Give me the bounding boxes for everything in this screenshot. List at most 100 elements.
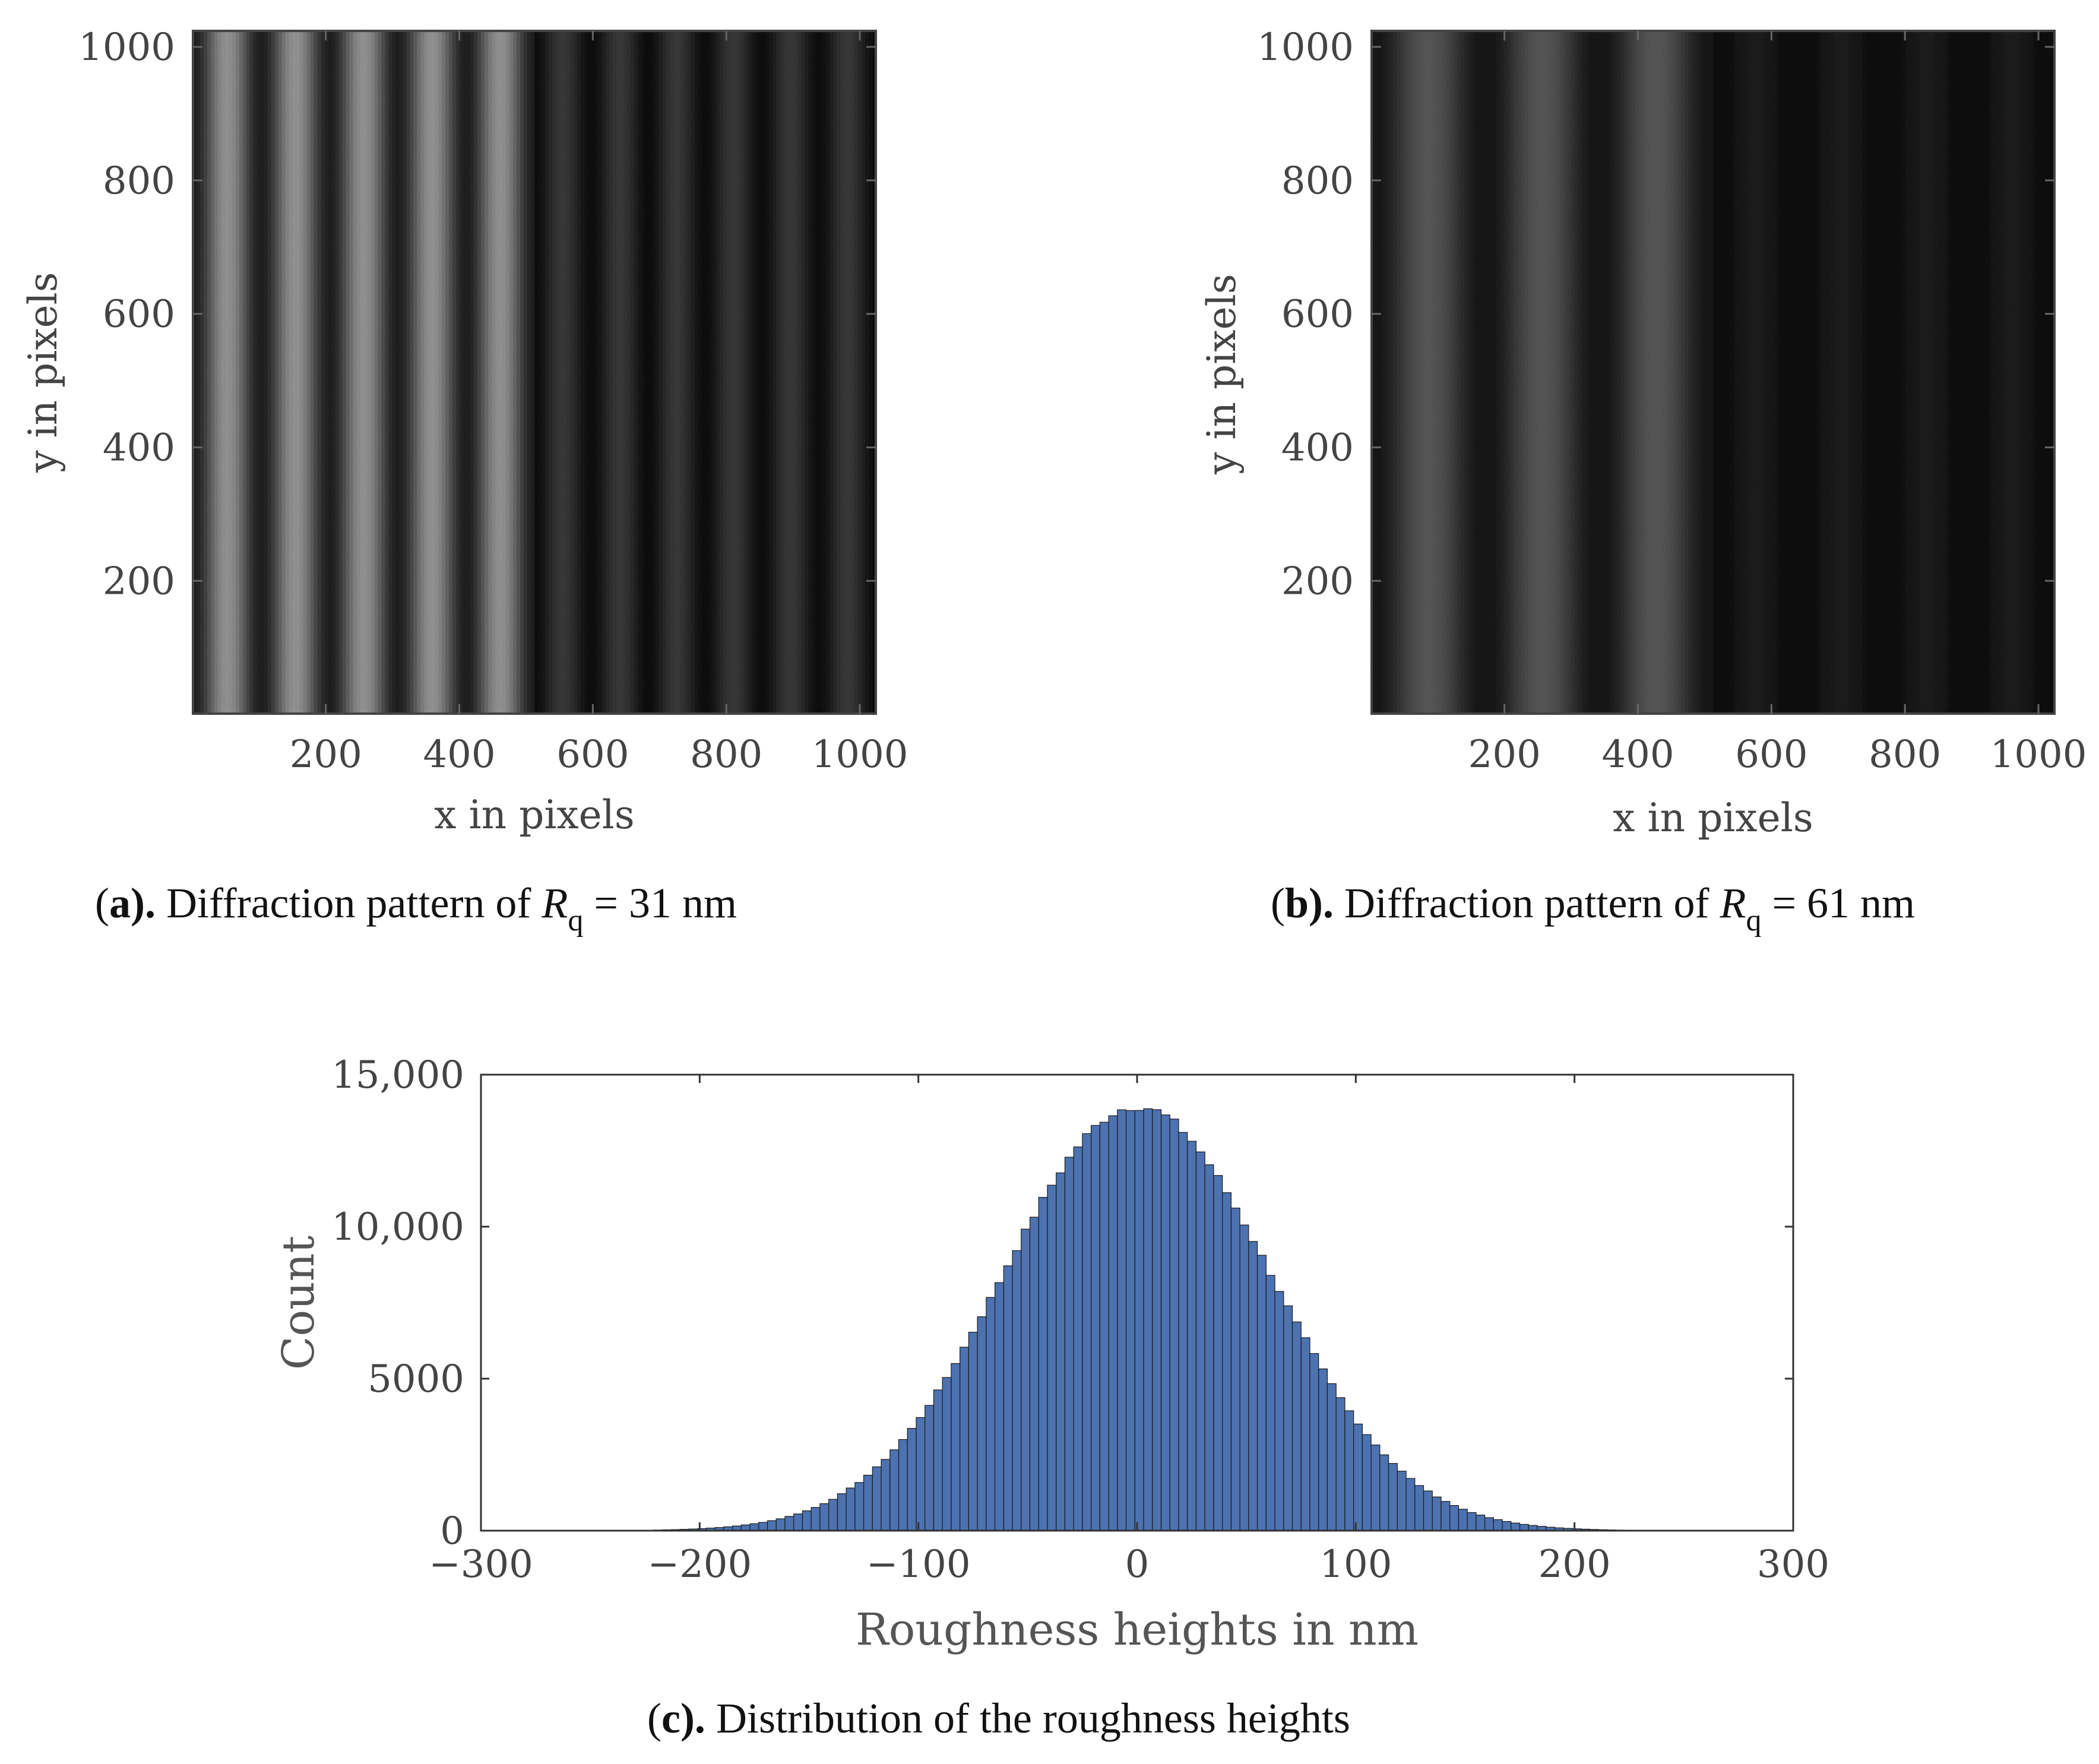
fringe-column-b-right: [1855, 31, 1860, 714]
caption-a-letter: a: [109, 879, 131, 927]
fringe-column-a-right: [552, 31, 556, 714]
histogram-bar: [977, 1316, 987, 1531]
fringe-column-b-left: [1645, 31, 1650, 714]
fringe-column-b-left: [1439, 31, 1443, 714]
fringe-column-a-left: [331, 31, 336, 714]
fringe-column-b-right: [2005, 31, 2009, 714]
fringe-column-b-right: [1905, 31, 1910, 714]
fringe-column-a-left: [321, 31, 325, 714]
fringe-column-b-right: [1940, 31, 1945, 714]
histogram-bar: [1003, 1265, 1013, 1531]
histogram-bar: [1300, 1337, 1310, 1531]
x-tick-label-b: 200: [1468, 733, 1541, 777]
fringe-column-b-left: [1424, 31, 1429, 714]
histogram-bar: [1326, 1383, 1337, 1531]
fringe-column-b-left: [1603, 31, 1607, 714]
fringe-column-a-left: [346, 31, 350, 714]
fringe-column-a-left: [239, 31, 243, 714]
fringe-column-a-right: [740, 31, 745, 714]
fringe-column-a-left: [424, 31, 428, 714]
y-tick-label-a: 800: [103, 159, 175, 203]
fringe-column-b-left: [1631, 31, 1635, 714]
fringe-column-b-right: [2019, 31, 2023, 714]
histogram-bar: [942, 1377, 952, 1531]
histogram-bar: [925, 1405, 935, 1531]
histogram-bar: [1248, 1241, 1258, 1531]
histogram-bar: [1073, 1147, 1083, 1531]
fringe-column-b-left: [1499, 31, 1504, 714]
fringe-column-b-left: [1599, 31, 1603, 714]
fringe-column-a-left: [509, 31, 514, 714]
fringe-column-a-right: [783, 31, 787, 714]
fringe-column-a-left: [278, 31, 283, 714]
histogram-bar: [1335, 1397, 1345, 1531]
fringe-column-b-right: [1748, 31, 1753, 714]
fringe-column-a-right: [562, 31, 567, 714]
y-tick-label-a: 1000: [78, 26, 175, 69]
fringe-column-a-left: [517, 31, 521, 714]
histogram-bar: [1239, 1224, 1249, 1531]
fringe-column-b-right: [1741, 31, 1746, 714]
fringe-column-b-right: [1973, 31, 1977, 714]
x-tick-label-b: 800: [1869, 733, 1941, 777]
fringe-column-b-right: [1737, 31, 1742, 714]
histogram-bar: [846, 1487, 856, 1531]
histogram-bar: [1230, 1207, 1240, 1531]
fringe-column-b-left: [1442, 31, 1447, 714]
fringe-column-a-right: [584, 31, 588, 714]
fringe-column-a-left: [296, 31, 300, 714]
fringe-column-a-left: [431, 31, 435, 714]
y-tick-label-a: 200: [103, 559, 175, 603]
fringe-column-a-right: [844, 31, 848, 714]
fringe-column-a-left: [442, 31, 446, 714]
fringe-column-a-left: [356, 31, 361, 714]
fringe-column-b-left: [1457, 31, 1461, 714]
fringe-column-a-right: [765, 31, 770, 714]
x-tick-label-a: 400: [423, 733, 495, 777]
fringe-column-a-left: [363, 31, 368, 714]
histogram-bar: [889, 1449, 900, 1531]
fringe-column-a-right: [837, 31, 841, 714]
fringe-column-b-right: [2012, 31, 2016, 714]
fringe-column-a-right: [619, 31, 624, 714]
fringe-column-b-left: [1467, 31, 1472, 714]
fringe-column-a-right: [865, 31, 869, 714]
fringe-column-a-right: [705, 31, 710, 714]
y-tick-label-b: 400: [1281, 426, 1354, 470]
fringe-column-a-right: [773, 31, 777, 714]
fringe-column-b-left: [1588, 31, 1593, 714]
fringe-column-b-right: [2026, 31, 2030, 714]
fringe-column-b-right: [1720, 31, 1724, 714]
histogram-bar: [1291, 1321, 1302, 1531]
diffraction-image-a: [193, 31, 876, 714]
fringe-column-a-right: [726, 31, 731, 714]
x-tick-label-c: 200: [1538, 1543, 1611, 1586]
fringe-column-a-left: [274, 31, 279, 714]
fringe-column-b-left: [1432, 31, 1436, 714]
caption-a-open: (: [95, 879, 109, 927]
histogram-bar: [968, 1332, 978, 1531]
histogram-bar: [1344, 1410, 1354, 1531]
x-tick-label-a: 200: [290, 733, 362, 777]
fringe-column-a-left: [506, 31, 510, 714]
histogram-bar: [898, 1439, 908, 1531]
fringe-column-a-right: [744, 31, 748, 714]
histogram-bar: [1519, 1524, 1529, 1531]
fringe-column-a-right: [591, 31, 596, 714]
fringe-column-b-left: [1556, 31, 1561, 714]
fringe-column-b-left: [1421, 31, 1426, 714]
histogram-bar: [1204, 1164, 1214, 1531]
histogram-bar: [1213, 1175, 1223, 1531]
fringe-column-b-right: [1851, 31, 1856, 714]
fringe-column-b-left: [1709, 31, 1714, 714]
fringe-column-b-right: [1876, 31, 1881, 714]
fringe-column-b-left: [1592, 31, 1596, 714]
fringe-column-a-left: [524, 31, 528, 714]
fringe-column-a-right: [751, 31, 755, 714]
fringe-column-a-right: [762, 31, 766, 714]
fringe-column-b-left: [1642, 31, 1646, 714]
fringe-column-b-left: [1474, 31, 1479, 714]
caption-a-subscript: q: [568, 904, 583, 938]
fringe-column-a-right: [805, 31, 809, 714]
fringe-column-b-left: [1613, 31, 1617, 714]
